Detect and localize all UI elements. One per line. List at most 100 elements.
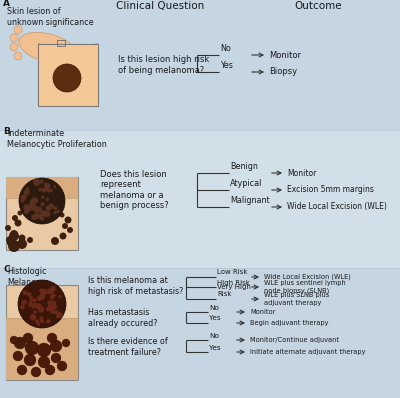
Text: Monitor: Monitor [250, 309, 275, 315]
Circle shape [14, 220, 22, 226]
Text: Atypical: Atypical [230, 179, 262, 188]
Circle shape [34, 207, 41, 213]
Circle shape [13, 351, 23, 361]
Circle shape [39, 316, 44, 321]
Text: Initiate alternate adjuvant therapy: Initiate alternate adjuvant therapy [250, 349, 366, 355]
Bar [6, 177, 78, 198]
Circle shape [33, 213, 40, 220]
Circle shape [60, 232, 66, 240]
Circle shape [45, 183, 50, 188]
Text: Yes: Yes [220, 61, 233, 70]
Text: Biopsy: Biopsy [269, 68, 297, 76]
Circle shape [17, 239, 27, 249]
Circle shape [46, 307, 51, 312]
Circle shape [54, 206, 57, 210]
Circle shape [35, 320, 38, 323]
Circle shape [48, 288, 54, 294]
Circle shape [9, 231, 19, 241]
Circle shape [31, 302, 37, 308]
Circle shape [56, 210, 60, 213]
Circle shape [38, 188, 42, 191]
Circle shape [22, 300, 27, 305]
Circle shape [27, 206, 32, 211]
Circle shape [29, 299, 33, 303]
Circle shape [47, 333, 57, 343]
Circle shape [39, 294, 45, 300]
Circle shape [19, 178, 65, 224]
Circle shape [17, 365, 27, 375]
Circle shape [31, 367, 41, 377]
Circle shape [30, 199, 34, 203]
Bar [6, 177, 78, 250]
Circle shape [38, 356, 50, 368]
Circle shape [64, 217, 72, 224]
Circle shape [8, 240, 20, 252]
Text: Histologic
Melanoma: Histologic Melanoma [7, 267, 49, 287]
Circle shape [18, 280, 66, 328]
Bar [6, 285, 78, 380]
Circle shape [21, 199, 25, 203]
Circle shape [24, 209, 29, 214]
Text: No: No [209, 304, 219, 310]
Circle shape [31, 197, 38, 204]
Circle shape [31, 304, 35, 308]
Circle shape [53, 185, 56, 188]
Circle shape [10, 34, 18, 42]
Circle shape [44, 182, 48, 186]
Circle shape [46, 319, 50, 324]
Circle shape [37, 343, 51, 357]
Circle shape [28, 302, 32, 306]
Circle shape [36, 207, 42, 212]
Circle shape [25, 207, 30, 212]
Text: Benign: Benign [230, 162, 258, 171]
Circle shape [40, 217, 44, 221]
Bar [0, 0, 400, 130]
Text: Indeterminate
Melanocytic Proliferation: Indeterminate Melanocytic Proliferation [7, 129, 107, 149]
Text: Low Risk: Low Risk [217, 269, 248, 275]
Circle shape [27, 237, 33, 243]
Circle shape [54, 211, 57, 215]
Text: Skin lesion of
unknown significance: Skin lesion of unknown significance [7, 7, 94, 27]
Circle shape [33, 179, 40, 185]
Circle shape [6, 236, 14, 244]
Circle shape [40, 289, 47, 296]
Circle shape [50, 309, 55, 314]
Circle shape [45, 213, 48, 216]
Circle shape [48, 203, 54, 209]
Text: Does this lesion
represent
melanoma or a
benign process?: Does this lesion represent melanoma or a… [100, 170, 169, 210]
Text: Is there evidence of
treatment failure?: Is there evidence of treatment failure? [88, 337, 168, 357]
Circle shape [14, 52, 22, 60]
Circle shape [44, 213, 48, 217]
Text: Has metastasis
already occured?: Has metastasis already occured? [88, 308, 158, 328]
Text: Is this melanoma at
high risk of metastasis?: Is this melanoma at high risk of metasta… [88, 276, 183, 296]
Circle shape [51, 237, 59, 245]
Circle shape [32, 197, 38, 203]
Circle shape [10, 230, 18, 238]
Circle shape [52, 288, 55, 291]
Circle shape [34, 180, 40, 186]
Text: Begin adjuvant therapy: Begin adjuvant therapy [250, 320, 328, 326]
Circle shape [41, 196, 44, 199]
Circle shape [10, 336, 18, 344]
Text: No: No [209, 332, 219, 339]
Text: Wide Local Excision (WLE): Wide Local Excision (WLE) [264, 274, 351, 280]
Circle shape [20, 305, 25, 310]
Text: Monitor: Monitor [287, 168, 316, 178]
Circle shape [5, 225, 11, 231]
Circle shape [10, 43, 18, 51]
Text: Excision 5mm margins: Excision 5mm margins [287, 185, 374, 195]
Circle shape [12, 215, 18, 221]
Circle shape [29, 201, 35, 208]
Circle shape [53, 64, 81, 92]
Circle shape [36, 303, 42, 309]
Text: WLE plus sentinel lymph
node biopsy (SLNB): WLE plus sentinel lymph node biopsy (SLN… [264, 280, 346, 294]
Circle shape [60, 213, 64, 217]
Text: A: A [3, 0, 10, 8]
Circle shape [50, 189, 53, 192]
Circle shape [40, 319, 44, 323]
Text: Monitor/Continue adjuvant: Monitor/Continue adjuvant [250, 337, 339, 343]
Circle shape [50, 340, 62, 352]
Circle shape [48, 300, 53, 306]
Circle shape [62, 223, 68, 229]
Text: B: B [3, 127, 10, 135]
